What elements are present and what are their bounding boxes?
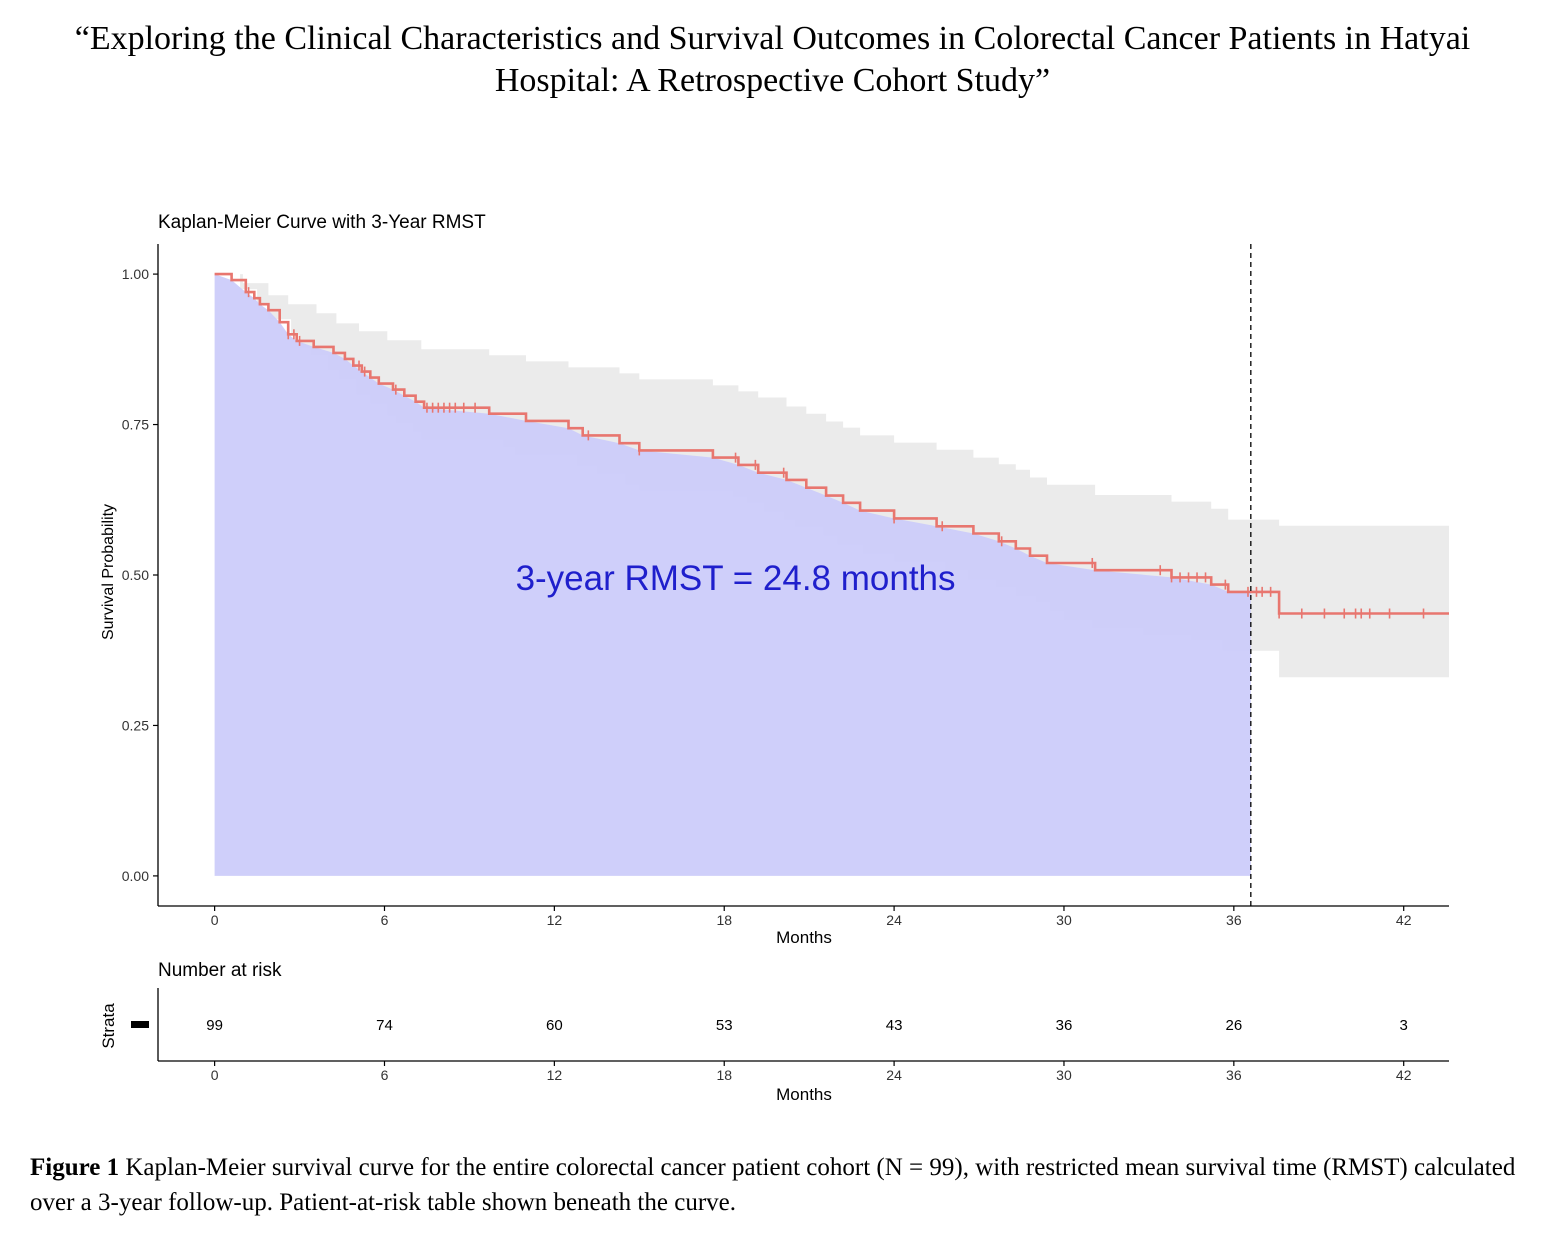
risk-count: 3	[1400, 1017, 1408, 1034]
censor-marks	[247, 287, 1425, 619]
risk-count: 36	[1056, 1017, 1073, 1034]
km-plot: Kaplan-Meier Curve with 3-Year RMST 3-ye…	[100, 212, 1450, 947]
km-x-tick-label: 36	[1226, 912, 1242, 928]
risk-x-tick-label: 36	[1226, 1067, 1242, 1083]
km-x-tick-label: 30	[1056, 912, 1072, 928]
risk-table-axes: 0 6 12 18 24 30 36 42	[157, 988, 1449, 1083]
survival-curve	[214, 272, 1449, 615]
km-y-axis-label: Survival Probability	[100, 504, 117, 640]
km-y-tick-label: 0.25	[122, 717, 149, 733]
km-x-tick-label: 42	[1396, 912, 1412, 928]
risk-table: Number at risk 0 6 12 18 24 30 36 42 99 74 60 53 43…	[99, 960, 1449, 1104]
rmst-annotation: 3-year RMST = 24.8 months	[516, 559, 956, 598]
survival-step-line	[214, 272, 1449, 615]
risk-count: 43	[886, 1017, 903, 1034]
risk-table-y-axis-label: Strata	[99, 1003, 118, 1049]
km-x-tick-label: 18	[716, 912, 732, 928]
risk-x-tick-label: 12	[547, 1067, 563, 1083]
risk-x-tick-label: 6	[381, 1067, 389, 1083]
risk-count: 99	[206, 1017, 223, 1034]
km-x-tick-label: 0	[211, 912, 219, 928]
risk-x-tick-label: 18	[716, 1067, 732, 1083]
km-y-tick-label: 0.75	[122, 417, 149, 433]
risk-count: 26	[1225, 1017, 1242, 1034]
km-y-tick-label: 0.50	[122, 567, 149, 583]
km-y-tick-label: 1.00	[122, 266, 149, 282]
risk-x-tick-label: 42	[1396, 1067, 1412, 1083]
figure-caption: Figure 1 Kaplan-Meier survival curve for…	[30, 1150, 1520, 1220]
km-chart-title: Kaplan-Meier Curve with 3-Year RMST	[158, 212, 486, 233]
paper-title: “Exploring the Clinical Characteristics …	[74, 20, 1471, 99]
risk-table-x-axis-label: Months	[776, 1085, 832, 1104]
caption-text: Kaplan-Meier survival curve for the enti…	[30, 1154, 1516, 1216]
rmst-area-fill	[214, 274, 1251, 876]
km-x-tick-label: 6	[381, 912, 389, 928]
caption-label: Figure 1	[30, 1154, 120, 1181]
km-x-tick-label: 24	[886, 912, 902, 928]
km-axes: 0.00 0.25 0.50 0.75 1.00 0 6 12 18 24 30 36 42	[122, 244, 1449, 928]
risk-x-tick-label: 30	[1056, 1067, 1072, 1083]
risk-count: 74	[376, 1017, 393, 1034]
risk-count: 53	[716, 1017, 733, 1034]
risk-x-tick-label: 24	[886, 1067, 902, 1083]
km-x-axis-label: Months	[776, 928, 832, 947]
km-x-tick-label: 12	[547, 912, 563, 928]
strata-legend-key	[131, 1021, 149, 1028]
risk-count: 60	[546, 1017, 563, 1034]
risk-x-tick-label: 0	[211, 1067, 219, 1083]
risk-table-title: Number at risk	[158, 960, 282, 981]
km-y-tick-label: 0.00	[122, 868, 149, 884]
risk-table-values: 99 74 60 53 43 36 26 3	[206, 1017, 1408, 1034]
rmst-area	[214, 274, 1251, 876]
